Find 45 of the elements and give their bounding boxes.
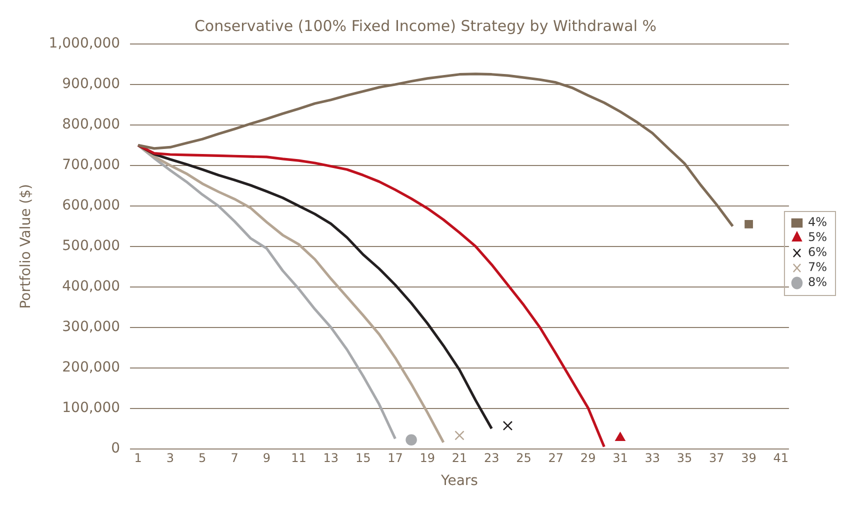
x-tick-label: 1 (134, 451, 142, 466)
x-tick-label: 35 (676, 451, 692, 466)
y-tick-label: 200,000 (62, 359, 120, 376)
x-axis-title: Years (440, 473, 478, 490)
x-tick-label: 11 (291, 451, 306, 466)
x-tick-label: 37 (709, 451, 724, 466)
point (744, 220, 753, 228)
x-tick-label: 23 (484, 451, 500, 466)
x-tick-label: 39 (741, 451, 756, 466)
y-tick-label: 400,000 (62, 278, 120, 295)
x-tick-label: 5 (198, 451, 206, 466)
x-tick-label: 21 (452, 451, 468, 466)
x-tick-label: 33 (644, 451, 660, 466)
y-tick-label: 900,000 (62, 76, 120, 92)
x-tick-label: 3 (166, 451, 174, 466)
legend-label: 5% (808, 230, 828, 244)
x-tick-label: 7 (230, 451, 238, 466)
chart-title: Conservative (100% Fixed Income) Strategy by Withdrawal % (194, 16, 657, 35)
y-tick-label: 500,000 (62, 238, 120, 254)
point (406, 434, 417, 446)
point (502, 420, 513, 431)
legend-label: 7% (808, 260, 828, 274)
x-tick-label: 31 (612, 451, 628, 466)
x-tick-label: 29 (580, 451, 596, 466)
y-tick-label: 0 (111, 440, 120, 456)
legend-label: 6% (808, 245, 828, 260)
y-tick-label: 300,000 (62, 319, 120, 335)
x-tick-label: 13 (323, 451, 339, 466)
x-tick-label: 15 (355, 451, 371, 466)
x-tick-label: 25 (516, 451, 532, 466)
y-axis-title: Portfolio Value ($) (18, 184, 34, 309)
y-tick-label: 600,000 (62, 198, 120, 214)
point (454, 430, 464, 440)
legend-label: 4% (808, 215, 828, 230)
x-tick-label: 17 (388, 451, 403, 466)
y-tick-label: 100,000 (62, 400, 120, 416)
y-tick-label: 1,000,000 (48, 36, 120, 52)
x-tick-label: 27 (548, 451, 564, 466)
x-tick-label: 41 (773, 451, 789, 466)
x-tick-label: 19 (420, 451, 436, 466)
x-tick-label: 9 (262, 451, 270, 466)
y-tick-label: 800,000 (62, 116, 120, 133)
point (615, 432, 626, 442)
legend-label: 8% (808, 275, 828, 290)
y-tick-label: 700,000 (62, 157, 120, 174)
